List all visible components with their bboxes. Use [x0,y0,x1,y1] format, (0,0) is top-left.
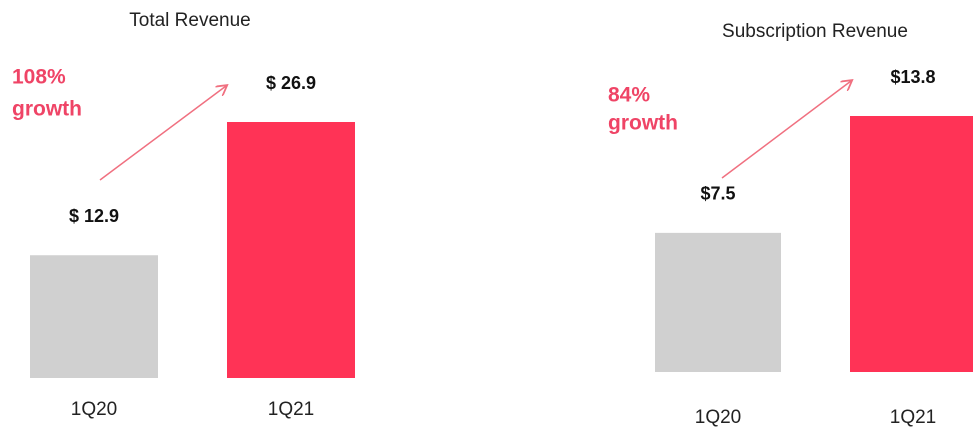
annotation: 84% [608,84,650,107]
x-tick-label: 1Q20 [71,399,117,420]
value-label: $ 26.9 [266,73,316,93]
x-tick-label: 1Q21 [890,407,936,428]
value-label: $7.5 [700,184,735,204]
x-tick-label: 1Q20 [695,407,741,428]
chart-title: Total Revenue [129,10,250,31]
value-label: $13.8 [890,67,935,87]
bar [850,116,973,372]
annotation: growth [608,112,678,135]
bar [655,232,781,372]
annotation: 108% [12,66,66,89]
growth-arrow [721,81,851,179]
bar [227,122,355,378]
growth-arrow [99,86,226,181]
annotation: growth [12,98,82,121]
value-label: $ 12.9 [69,206,119,226]
chart-title: Subscription Revenue [722,21,908,42]
bar [30,255,158,378]
x-tick-label: 1Q21 [268,399,314,420]
